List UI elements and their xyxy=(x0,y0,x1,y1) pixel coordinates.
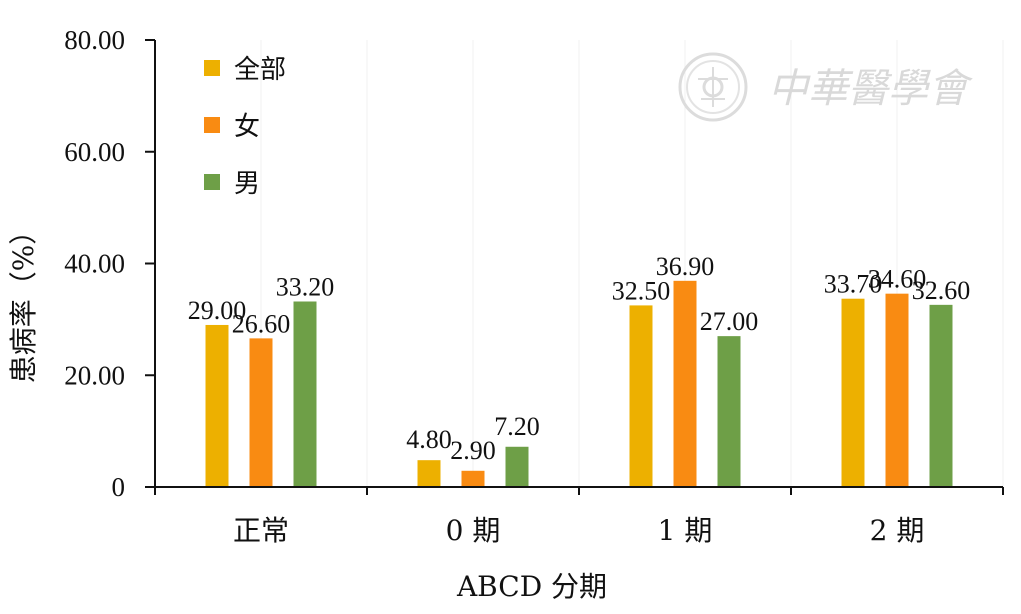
legend-label: 全部 xyxy=(234,55,286,85)
watermark: 中華醫學會 xyxy=(678,52,973,122)
y-tick-label: 0 xyxy=(112,472,126,502)
bar xyxy=(505,446,529,487)
data-label: 33.20 xyxy=(276,272,335,301)
data-label: 27.00 xyxy=(700,307,759,336)
data-labels: 29.00 4.80 32.50 33.70 26.60 2.90 36.90 34.60 33… xyxy=(188,252,971,465)
x-tick-label: 0 期 xyxy=(446,514,501,547)
bar xyxy=(717,336,741,487)
bar xyxy=(885,293,909,487)
data-label: 36.90 xyxy=(656,252,715,281)
legend-swatch xyxy=(204,174,220,190)
legend-swatch xyxy=(204,60,220,76)
x-tick-label: 1 期 xyxy=(658,514,713,547)
y-tick-label: 80.00 xyxy=(64,25,125,55)
bar xyxy=(205,324,229,487)
x-axis-title: ABCD 分期 xyxy=(456,570,607,603)
data-label: 2.90 xyxy=(450,436,496,465)
legend-label: 女 xyxy=(234,112,260,142)
bar xyxy=(929,304,953,487)
bar xyxy=(629,305,653,487)
x-tick-label: 2 期 xyxy=(870,514,925,547)
bar xyxy=(673,280,697,487)
data-label: 34.60 xyxy=(868,265,927,294)
data-label: 4.80 xyxy=(406,425,452,454)
data-label: 29.00 xyxy=(188,296,247,325)
y-tick-label: 20.00 xyxy=(64,360,125,390)
data-label: 33.70 xyxy=(824,270,883,299)
data-label: 26.60 xyxy=(232,309,291,338)
seal-icon xyxy=(678,52,748,122)
legend-label: 男 xyxy=(234,169,260,199)
bar xyxy=(461,470,485,487)
data-label: 7.20 xyxy=(494,412,540,441)
data-label: 32.60 xyxy=(912,276,971,305)
grid-lines xyxy=(154,40,1004,487)
bars xyxy=(205,280,953,487)
x-tick-label: 正常 xyxy=(233,514,289,547)
y-tick-label: 40.00 xyxy=(64,249,125,279)
y-axis-title: 患病率（%） xyxy=(7,217,40,384)
bar xyxy=(417,460,441,487)
bar xyxy=(249,338,273,487)
legend-swatch xyxy=(204,117,220,133)
x-ticks: 正常 0 期 1 期 2 期 xyxy=(154,487,1004,547)
y-ticks: 0 20.00 40.00 60.00 80.00 xyxy=(64,25,155,502)
y-tick-label: 60.00 xyxy=(64,137,125,167)
data-label: 32.50 xyxy=(612,276,671,305)
watermark-text: 中華醫學會 xyxy=(768,66,973,112)
bar xyxy=(841,298,865,487)
bar xyxy=(293,301,317,487)
